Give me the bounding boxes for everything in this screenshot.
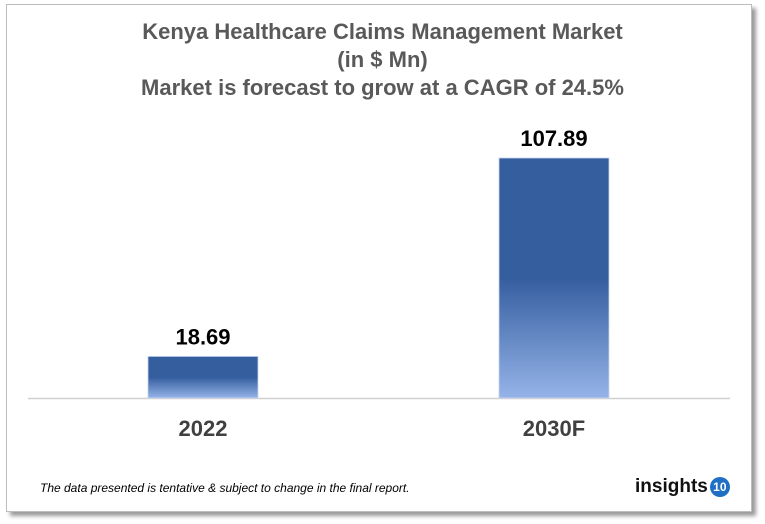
chart-frame [6,4,752,512]
bar-2030F [498,157,610,399]
chart-title: Kenya Healthcare Claims Management Marke… [142,19,623,44]
logo-text: insights [635,476,708,497]
data-label: 18.69 [175,324,230,349]
data-label: 107.89 [520,126,587,151]
x-tick-label: 2030F [523,416,585,441]
chart-title-block: Kenya Healthcare Claims Management Marke… [0,18,765,102]
chart-unit: (in $ Mn) [337,47,428,72]
insights10-logo: insights 10 [635,476,730,498]
x-tick-label: 2022 [179,416,228,441]
footer-note: The data presented is tentative & subjec… [40,481,410,495]
chart-subtitle: Market is forecast to grow at a CAGR of … [141,75,624,100]
bar-2022 [147,356,259,399]
logo-number: 10 [709,477,730,497]
